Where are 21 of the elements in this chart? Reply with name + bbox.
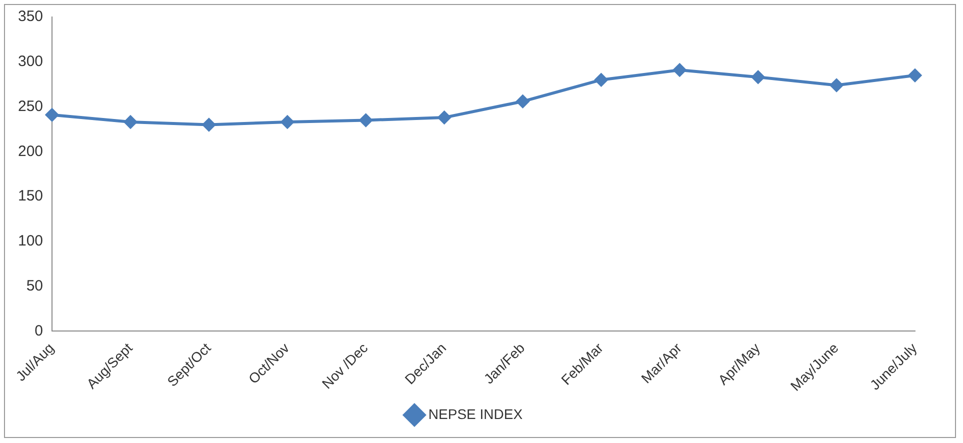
point — [516, 94, 530, 108]
point — [438, 111, 451, 124]
point — [673, 63, 686, 76]
point — [280, 116, 294, 129]
y-tick-label: 300 — [18, 53, 44, 70]
point — [752, 70, 765, 84]
point — [908, 68, 922, 82]
point — [594, 73, 608, 86]
y-tick-label: 50 — [26, 277, 44, 294]
point — [359, 114, 372, 127]
legend-label: NEPSE INDEX — [428, 406, 524, 422]
y-tick-label: 200 — [18, 142, 44, 160]
y-tick-label: 150 — [18, 188, 44, 205]
point — [830, 78, 844, 92]
point — [202, 118, 216, 132]
point — [46, 108, 59, 122]
y-tick-label: 250 — [18, 98, 44, 115]
point — [124, 116, 137, 129]
y-tick-label: 0 — [34, 322, 44, 340]
y-tick-label: 350 — [18, 8, 44, 26]
y-tick-label: 100 — [18, 232, 44, 250]
